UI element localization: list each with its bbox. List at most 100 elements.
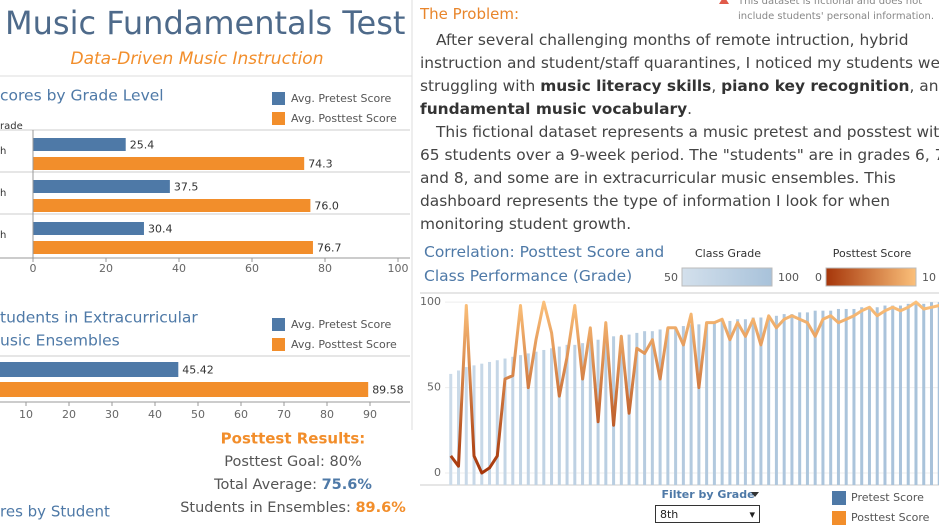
bar: [33, 157, 305, 170]
bar: [449, 373, 453, 485]
dropdown-icon[interactable]: [751, 492, 759, 497]
color-legend: [825, 267, 917, 287]
problem-panel: The Problem: After several challenging mo…: [420, 0, 939, 240]
results-heading: Posttest Results:: [221, 430, 366, 448]
chart-title: Correlation: Posttest Score and Class Pe…: [424, 243, 665, 285]
bar: [705, 322, 709, 485]
legend-swatch: [832, 511, 846, 525]
bar: [33, 241, 313, 254]
text-segment: .: [687, 100, 693, 118]
bar: [697, 324, 701, 485]
bar: [573, 344, 577, 485]
bar: [689, 324, 693, 485]
bar: [898, 305, 902, 485]
text-segment: , and: [909, 77, 939, 95]
result-value: 89.6%: [355, 500, 406, 516]
y-tick-label: 0: [434, 466, 441, 479]
legend-label: Avg. Posttest Score: [291, 338, 397, 351]
legend-swatch: [832, 491, 846, 505]
subtitle: Data-Driven Music Instruction: [71, 49, 324, 69]
bar: [33, 222, 144, 235]
bar: [681, 326, 685, 485]
note: This dataset is fictional and does not: [737, 0, 922, 7]
bar: [635, 332, 639, 485]
chart-title: cores by Grade Level: [0, 87, 164, 105]
legend-tick-label: 100: [778, 271, 799, 284]
x-tick-label: 70: [277, 408, 291, 421]
legend-swatch: [272, 338, 285, 351]
bar: [480, 363, 484, 485]
bar: [33, 180, 170, 193]
x-tick-label: 30: [105, 408, 119, 421]
bar: [743, 319, 747, 485]
result-label: Students in Ensembles:: [180, 500, 355, 516]
bar: [860, 307, 864, 485]
chart-title: usic Ensembles: [0, 332, 120, 350]
value-label: 37.5: [174, 181, 199, 194]
x-tick-label: 0: [30, 262, 37, 275]
bar: [867, 307, 871, 485]
title: Music Fundamentals Test: [5, 4, 405, 42]
filter-select[interactable]: 8th ▾: [655, 505, 760, 523]
text-segment: piano key recognition: [721, 77, 910, 95]
text-segment: After several challenging months of remo…: [420, 31, 939, 95]
bar: [805, 312, 809, 485]
legend-label: Avg. Pretest Score: [291, 92, 392, 105]
legend-tick-label: 10: [922, 271, 936, 284]
x-tick-label: 40: [172, 262, 186, 275]
bar: [464, 367, 468, 485]
x-tick-label: 20: [62, 408, 76, 421]
bar: [519, 355, 523, 485]
x-tick-label: 10: [19, 408, 33, 421]
note: include students' personal information.: [738, 11, 934, 22]
x-tick-label: 50: [191, 408, 205, 421]
bar: [782, 314, 786, 485]
bar: [526, 353, 530, 485]
bar: [937, 302, 939, 485]
x-tick-label: 80: [318, 262, 332, 275]
value-label: 76.7: [317, 242, 342, 255]
x-tick-label: 40: [148, 408, 162, 421]
y-tick-label: 100: [420, 295, 441, 308]
axis-title: rade: [0, 121, 23, 132]
bar: [798, 312, 802, 485]
legend-swatch: [272, 112, 285, 125]
bar: [472, 365, 476, 485]
bar: [457, 370, 461, 485]
bar: [495, 360, 499, 485]
bar: [929, 302, 933, 485]
legend-label: Pretest Score: [851, 491, 924, 504]
value-label: 30.4: [148, 223, 173, 236]
value-label: 45.42: [182, 364, 214, 377]
bar: [503, 358, 507, 485]
bar: [565, 344, 569, 485]
y-tick-label: 50: [427, 381, 441, 394]
legend-title: Class Grade: [695, 247, 761, 260]
legend-title: Posttest Score: [833, 247, 912, 260]
bar: [813, 310, 817, 485]
bar: [33, 138, 126, 151]
bar: [488, 361, 492, 485]
bar: [829, 310, 833, 485]
x-tick-label: 60: [234, 408, 248, 421]
bar: [557, 346, 561, 485]
bar: [712, 322, 716, 485]
bar: [767, 315, 771, 485]
bar: [774, 315, 778, 485]
legend-label: Avg. Pretest Score: [291, 318, 392, 331]
value-label: 76.0: [314, 200, 339, 213]
bar: [836, 308, 840, 485]
bar: [891, 305, 895, 485]
line: [449, 300, 939, 475]
category-label: h: [0, 146, 6, 157]
bar: [0, 382, 369, 397]
result-label: Posttest Goal:: [224, 454, 329, 470]
text-segment: This fictional dataset represents a musi…: [420, 123, 939, 233]
bar: [619, 336, 623, 485]
bar: [883, 305, 887, 485]
bar: [511, 356, 515, 485]
x-tick-label: 60: [245, 262, 259, 275]
problem-heading: The Problem:: [420, 5, 520, 23]
